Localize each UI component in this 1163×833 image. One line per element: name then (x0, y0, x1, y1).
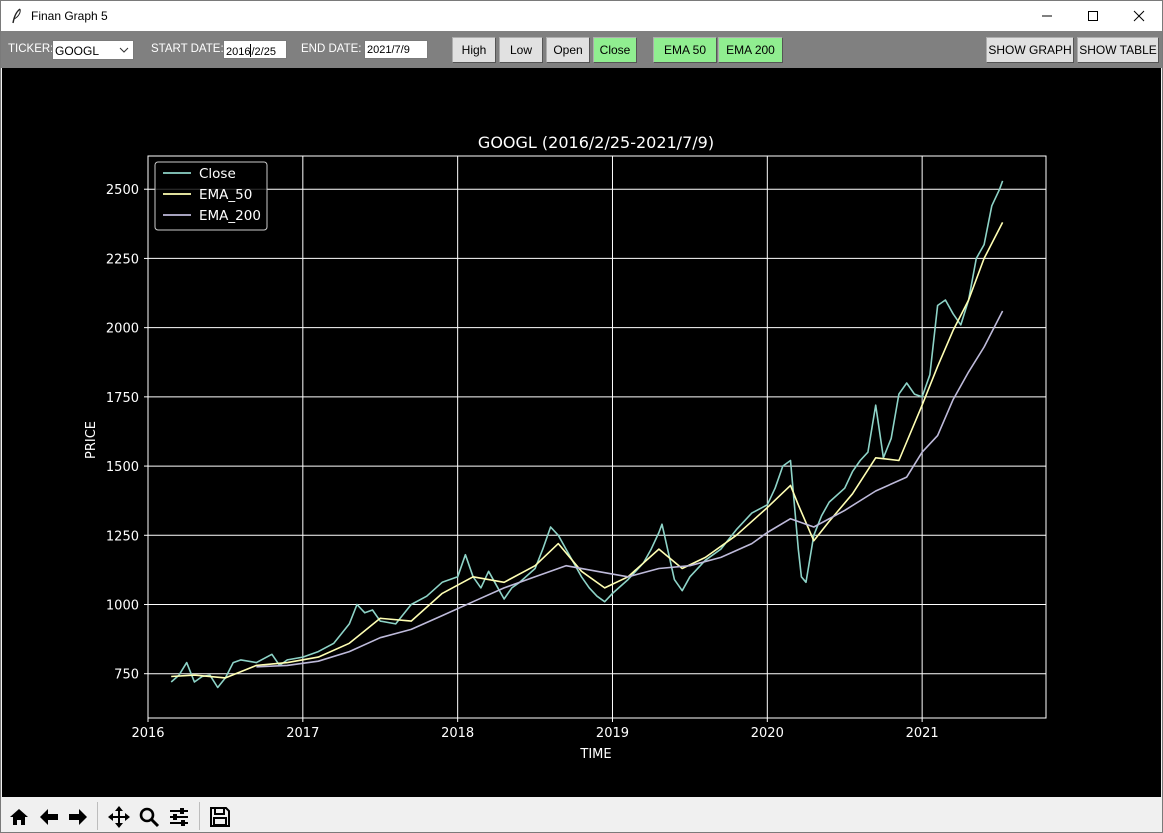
plot-canvas[interactable]: 2016 2017 2018 2019 2020 2021 750 1000 1250 1500… (2, 68, 1161, 797)
pan-button[interactable] (106, 804, 132, 830)
series-line-ema-200 (256, 310, 1004, 668)
maximize-icon (1088, 11, 1098, 21)
title-bar: Finan Graph 5 (1, 1, 1162, 31)
chart-grid (147, 156, 1046, 718)
open-button[interactable]: Open (546, 37, 590, 63)
y-tick-label: 1500 (106, 460, 139, 475)
end-date-input[interactable]: 2021/7/9 (364, 40, 428, 59)
x-tick-label: 2016 (131, 726, 164, 741)
maximize-button[interactable] (1070, 1, 1116, 31)
toolbar-separator (97, 802, 98, 830)
ticker-combobox[interactable]: GOOGL (52, 40, 134, 60)
legend-label: EMA_200 (199, 208, 261, 224)
legend-box (154, 161, 268, 231)
start-date-text-a: 2016 (226, 46, 251, 58)
ema-200-button[interactable]: EMA 200 (718, 37, 783, 63)
series-line-ema-50 (171, 222, 1004, 679)
start-date-input[interactable]: 2016/2/25 (223, 40, 287, 59)
y-tick-label: 2250 (106, 252, 139, 267)
y-axis-ticks: 750 1000 1250 1500 1750 2000 2250 2500 (106, 183, 148, 683)
end-date-label: END DATE: (301, 43, 362, 55)
forward-button[interactable] (65, 804, 91, 830)
ema-50-button[interactable]: EMA 50 (653, 37, 717, 63)
y-tick-label: 1000 (106, 598, 139, 613)
high-button[interactable]: High (452, 37, 496, 63)
low-button[interactable]: Low (499, 37, 543, 63)
text-caret (250, 44, 252, 57)
chart-title: GOOGL (2016/2/25-2021/7/9) (478, 133, 714, 152)
chart-legend: Close EMA_50 EMA_200 (154, 161, 268, 231)
home-button[interactable] (6, 804, 32, 830)
home-icon (10, 809, 28, 825)
save-button[interactable] (207, 804, 233, 830)
back-arrow-icon (40, 809, 58, 825)
close-window-button[interactable] (1116, 1, 1162, 31)
legend-label: Close (199, 166, 236, 182)
x-tick-label: 2017 (286, 726, 319, 741)
configure-subplots-icon (170, 808, 188, 826)
forward-arrow-icon (69, 809, 87, 825)
window-title: Finan Graph 5 (31, 9, 108, 23)
legend-label: EMA_50 (199, 187, 252, 203)
zoom-icon (139, 807, 160, 828)
y-tick-label: 750 (114, 668, 139, 683)
x-tick-label: 2019 (596, 726, 629, 741)
close-button[interactable]: Close (593, 37, 637, 63)
show-graph-button[interactable]: SHOW GRAPH (986, 37, 1074, 63)
minimize-icon (1042, 15, 1052, 17)
chevron-down-icon (119, 47, 129, 53)
x-tick-label: 2018 (441, 726, 474, 741)
y-tick-label: 2500 (106, 183, 139, 198)
price-chart[interactable]: 2016 2017 2018 2019 2020 2021 750 1000 1250 1500… (2, 68, 1161, 797)
plot-frame (147, 155, 1047, 719)
x-tick-label: 2021 (906, 726, 939, 741)
series-line-close (170, 180, 1004, 689)
pan-icon (108, 806, 130, 828)
chart-series (170, 180, 1004, 689)
ticker-value: GOOGL (55, 44, 100, 58)
toolbar-separator (199, 802, 200, 830)
back-button[interactable] (36, 804, 62, 830)
y-axis-label: PRICE (84, 421, 99, 459)
x-axis-ticks: 2016 2017 2018 2019 2020 2021 (131, 718, 939, 741)
x-axis-label: TIME (579, 747, 611, 762)
y-tick-label: 2000 (106, 322, 139, 337)
feather-app-icon (12, 8, 21, 24)
minimize-button[interactable] (1024, 1, 1070, 31)
ticker-label: TICKER: (8, 43, 54, 55)
show-table-button[interactable]: SHOW TABLE (1077, 37, 1159, 63)
zoom-button[interactable] (136, 804, 162, 830)
save-icon (210, 807, 230, 827)
start-date-text-b: /2/25 (251, 46, 276, 58)
start-date-label: START DATE: (151, 43, 224, 55)
matplotlib-navigation-toolbar (1, 797, 1162, 832)
configure-subplots-button[interactable] (166, 804, 192, 830)
y-tick-label: 1250 (106, 529, 139, 544)
x-tick-label: 2020 (751, 726, 784, 741)
close-icon (1133, 10, 1145, 22)
y-tick-label: 1750 (106, 391, 139, 406)
